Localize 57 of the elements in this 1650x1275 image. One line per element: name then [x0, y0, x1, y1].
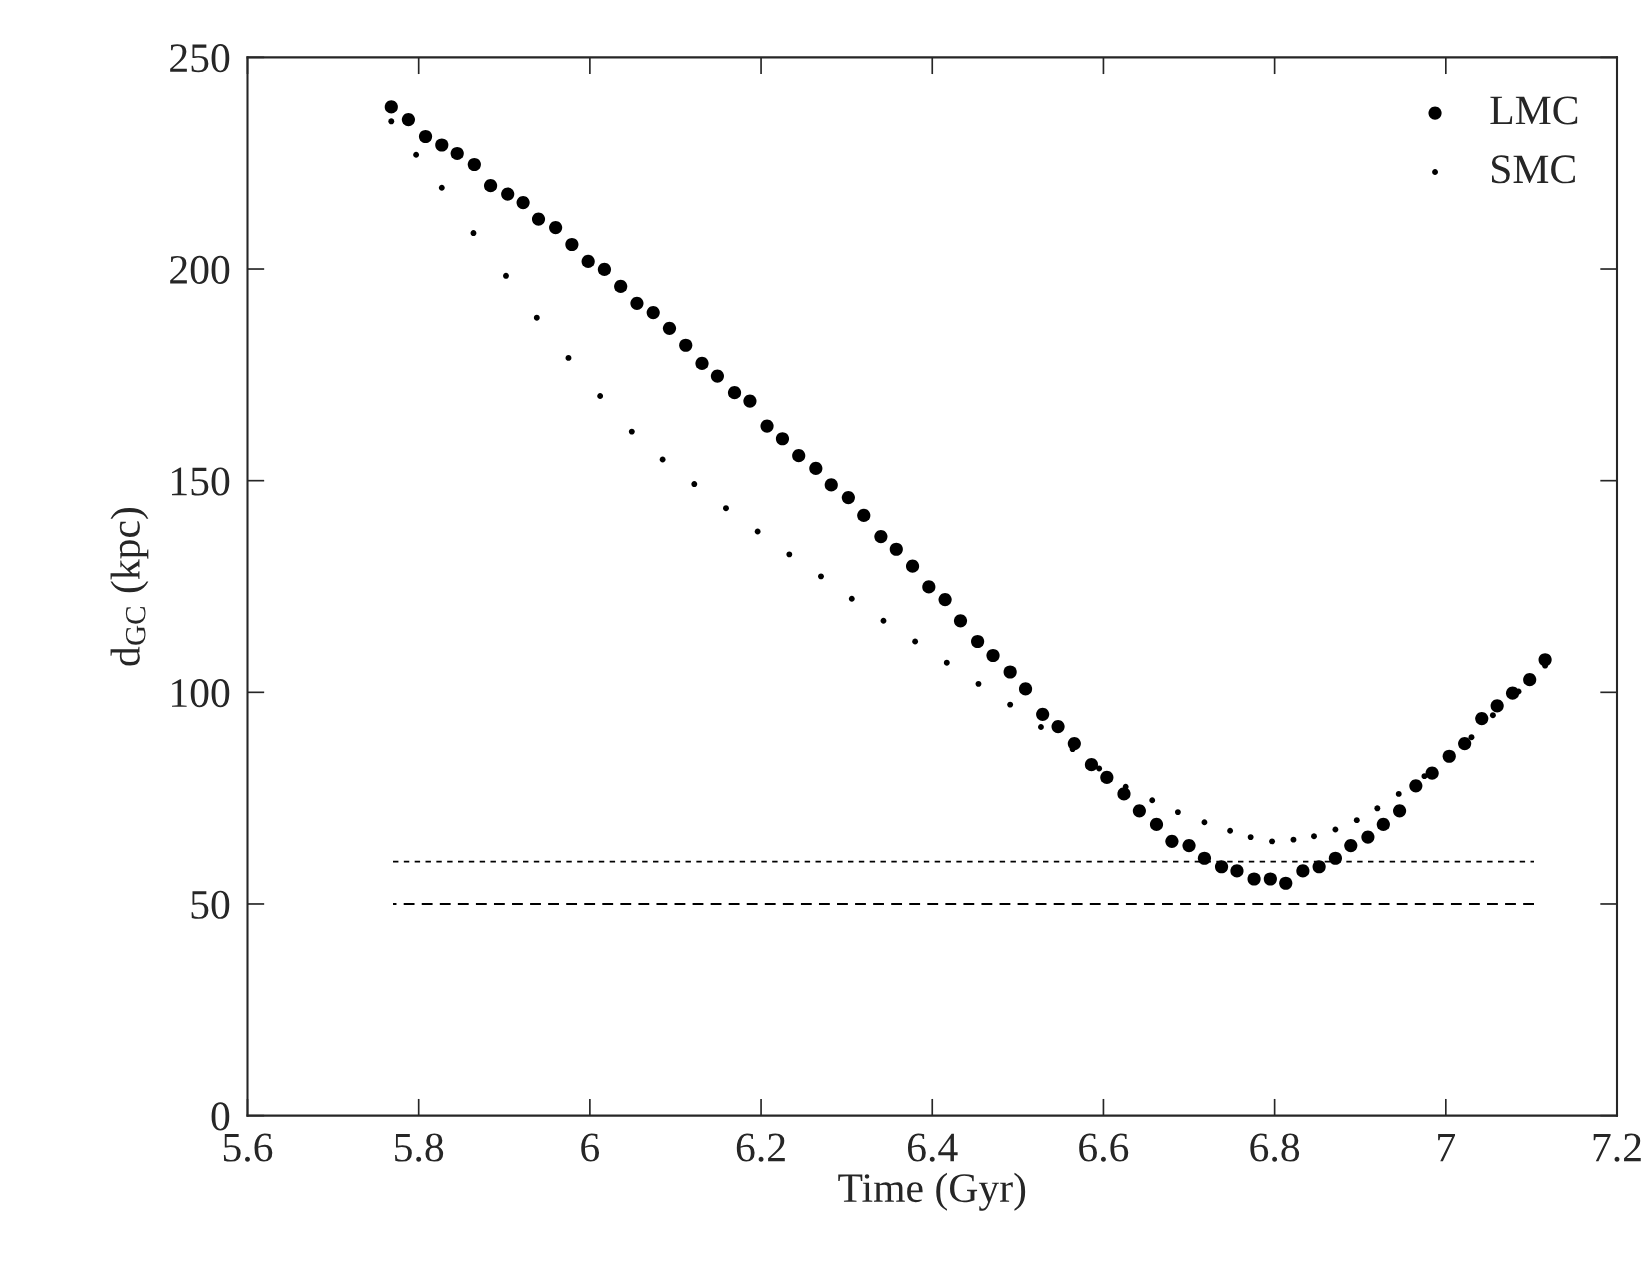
- y-axis-title: d$_{GC}$ (kpc): [110, 507, 149, 666]
- x-tick-label: 6: [581, 1133, 600, 1162]
- x-tick-label: 7.2: [1593, 1133, 1641, 1162]
- x-tick-label: 6.6: [1079, 1133, 1129, 1162]
- legend-label: SMC: [1491, 155, 1575, 184]
- point: [723, 505, 729, 512]
- point: [1332, 826, 1339, 833]
- point: [1096, 765, 1103, 772]
- point: [413, 151, 420, 158]
- point: [1353, 817, 1360, 824]
- x-tick-label: 5.8: [395, 1133, 444, 1162]
- y-tick-label: 250: [170, 44, 230, 73]
- point: [388, 118, 395, 125]
- point: [1395, 790, 1402, 797]
- point: [1247, 834, 1254, 841]
- legend-label: LMC: [1490, 96, 1578, 125]
- point: [754, 528, 761, 535]
- point: [1290, 836, 1297, 843]
- point: [912, 638, 919, 645]
- point: [1174, 809, 1181, 816]
- point: [1421, 773, 1428, 780]
- point: [1269, 838, 1275, 845]
- point: [943, 659, 950, 666]
- x-tick-label: 6.8: [1250, 1133, 1300, 1162]
- point: [786, 551, 793, 558]
- point: [628, 428, 635, 435]
- x-tick-label: 5.6: [223, 1133, 273, 1162]
- point: [1149, 797, 1156, 804]
- point: [880, 617, 887, 624]
- point: [975, 680, 982, 687]
- point: [1038, 724, 1044, 730]
- x-axis-title: Time (Gyr): [838, 1172, 1026, 1211]
- point: [691, 481, 698, 488]
- y-tick-label: 200: [170, 255, 230, 284]
- point: [659, 456, 666, 463]
- y-tick-label: 100: [172, 679, 230, 708]
- point: [1007, 701, 1014, 708]
- x-tick-label: 6.4: [908, 1133, 958, 1162]
- point: [597, 393, 604, 399]
- x-tick-label: 7: [1438, 1133, 1456, 1162]
- point: [565, 354, 572, 361]
- point: [1122, 783, 1129, 790]
- y-tick-label: 50: [191, 890, 230, 919]
- point: [533, 314, 540, 321]
- y-tick-label: 0: [211, 1102, 230, 1131]
- y-tick-label: 150: [172, 467, 230, 496]
- point: [818, 573, 824, 580]
- point: [1227, 827, 1234, 834]
- x-tick-label: 6.2: [736, 1133, 785, 1162]
- point: [438, 184, 445, 191]
- point: [1311, 833, 1317, 840]
- point: [1468, 734, 1475, 741]
- point: [848, 595, 855, 602]
- point: [1374, 805, 1381, 812]
- point: [1489, 712, 1496, 719]
- point: [503, 272, 509, 279]
- point: [470, 230, 477, 236]
